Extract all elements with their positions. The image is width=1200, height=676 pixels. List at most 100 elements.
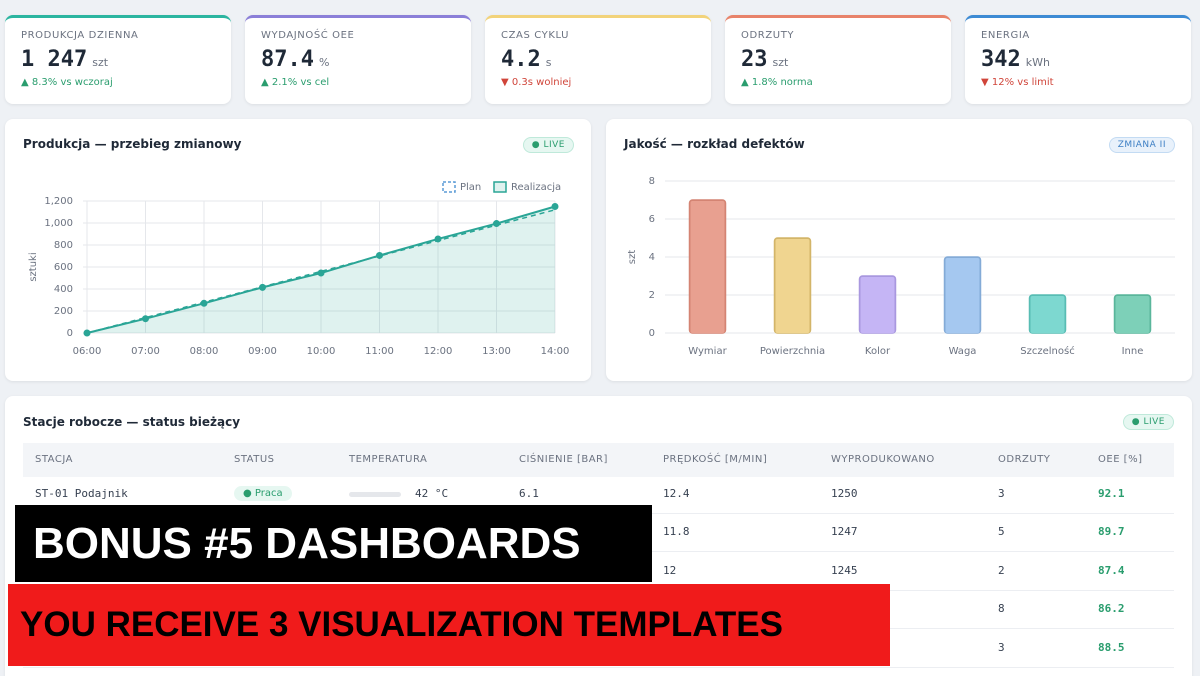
- kpi-label: PRODUKCJA DZIENNA: [21, 30, 139, 41]
- x-tick-label: Inne: [1122, 346, 1144, 357]
- kpi-delta: ▼ 0.3s wolniej: [501, 77, 572, 88]
- legend-swatch: [493, 181, 507, 193]
- badge-text: LIVE: [1143, 417, 1165, 427]
- x-tick-label: 08:00: [190, 346, 219, 357]
- legend-swatch: [442, 181, 456, 193]
- x-tick-label: 14:00: [541, 346, 570, 357]
- kpi-card: [485, 15, 711, 104]
- temp-value: 42 °C: [415, 487, 449, 500]
- kpi-unit: kWh: [1025, 56, 1050, 69]
- y-tick-label: 1,200: [44, 196, 73, 207]
- kpi-delta: ▲ 1.8% norma: [741, 77, 813, 88]
- x-tick-label: 10:00: [307, 346, 336, 357]
- point: [317, 269, 325, 277]
- cell: 89.7: [1098, 525, 1125, 539]
- x-tick-label: Wymiar: [688, 346, 727, 357]
- kpi-card: [245, 15, 471, 104]
- chart-card: [5, 119, 591, 381]
- y-axis-label: sztuki: [28, 252, 39, 281]
- kpi-unit: s: [545, 56, 552, 69]
- kpi-label: WYDAJNOŚĆ OEE: [261, 30, 355, 41]
- cell: 87.4: [1098, 563, 1125, 577]
- x-tick-label: 13:00: [482, 346, 511, 357]
- bar-fill: [690, 201, 725, 333]
- column-header: WYPRODUKOWANO: [831, 454, 935, 465]
- cell: 1250: [831, 487, 858, 500]
- kpi-label: CZAS CYKLU: [501, 30, 570, 41]
- table-header-row: [23, 443, 1174, 477]
- kpi-number: 342: [981, 47, 1021, 72]
- y-tick-label: 800: [54, 240, 73, 251]
- badge-dot: ●: [1131, 417, 1144, 427]
- kpi-value: 87.4%: [261, 45, 329, 78]
- y-tick-label: 600: [54, 262, 73, 273]
- bar-fill: [1030, 296, 1065, 333]
- cell: 3: [998, 487, 1005, 500]
- bar-fill: [945, 258, 980, 333]
- kpi-label: ENERGIA: [981, 30, 1030, 41]
- cell: 5: [998, 525, 1005, 539]
- kpi-label: ODRZUTY: [741, 30, 795, 41]
- column-header: STATUS: [234, 454, 275, 465]
- x-tick-label: 11:00: [365, 346, 394, 357]
- banner-red: YOU RECEIVE 3 VISUALIZATION TEMPLATES: [8, 584, 890, 666]
- point: [200, 299, 208, 307]
- badge-text: ZMIANA II: [1117, 140, 1166, 150]
- kpi-delta: ▲ 8.3% vs wczoraj: [21, 77, 113, 88]
- y-axis-label: szt: [627, 250, 638, 264]
- badge-text: LIVE: [543, 140, 565, 150]
- x-tick-label: Szczelność: [1020, 345, 1074, 357]
- cell: 11.8: [663, 525, 690, 539]
- y-tick-label: 200: [54, 306, 73, 317]
- table-title: Stacje robocze — status bieżący: [23, 415, 241, 429]
- cell: 2: [998, 563, 1005, 577]
- cell: 8: [998, 602, 1005, 616]
- point: [434, 235, 442, 243]
- cell: 12.4: [663, 487, 690, 500]
- kpi-value: 1 247 szt: [21, 45, 108, 78]
- bar-fill: [860, 277, 895, 333]
- column-header: ODRZUTY: [998, 454, 1051, 465]
- row-divider: [23, 666, 1174, 668]
- point: [493, 220, 500, 228]
- table-badge: ● LIVE: [1122, 414, 1174, 430]
- cell: 3: [998, 640, 1005, 654]
- chart-badge: ● LIVE: [522, 137, 574, 153]
- kpi-number: 1 247: [21, 47, 88, 72]
- y-tick-label: 2: [649, 290, 655, 301]
- area: [87, 206, 555, 333]
- kpi-unit: szt: [772, 56, 789, 69]
- column-header: STACJA: [35, 454, 73, 465]
- y-tick-label: 400: [54, 284, 73, 295]
- point: [259, 283, 266, 291]
- x-tick-label: 09:00: [248, 346, 277, 357]
- kpi-number: 23: [741, 47, 768, 72]
- temp-bar: [349, 492, 401, 497]
- x-tick-label: 06:00: [73, 346, 102, 357]
- bar-fill: [775, 239, 810, 333]
- kpi-number: 4.2: [501, 47, 541, 72]
- kpi-number: 87.4: [261, 47, 314, 72]
- column-header: TEMPERATURA: [349, 454, 428, 465]
- kpi-unit: szt: [92, 56, 109, 69]
- y-tick-label: 6: [649, 214, 655, 225]
- status-text: Praca: [254, 488, 283, 499]
- point: [376, 251, 383, 259]
- badge-dot: ●: [531, 140, 544, 150]
- banner-black: BONUS #5 DASHBOARDS: [15, 505, 652, 582]
- kpi-delta: ▼ 12% vs limit: [981, 77, 1054, 88]
- cell: 12: [663, 563, 677, 577]
- cell: 86.2: [1098, 602, 1125, 616]
- chart-badge: ZMIANA II: [1108, 137, 1175, 153]
- column-header: PRĘDKOŚĆ [M/MIN]: [663, 454, 768, 465]
- kpi-unit: %: [318, 56, 330, 69]
- point: [83, 329, 91, 337]
- cell: ST-01 Podajnik: [35, 487, 128, 500]
- kpi-value: 342 kWh: [981, 45, 1050, 78]
- cell: 1247: [831, 525, 858, 539]
- y-tick-label: 4: [649, 252, 655, 263]
- cell: 1245: [831, 563, 858, 577]
- x-tick-label: Powierzchnia: [760, 346, 825, 357]
